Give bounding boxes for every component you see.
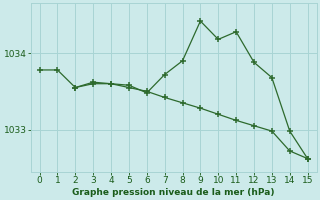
- X-axis label: Graphe pression niveau de la mer (hPa): Graphe pression niveau de la mer (hPa): [72, 188, 275, 197]
